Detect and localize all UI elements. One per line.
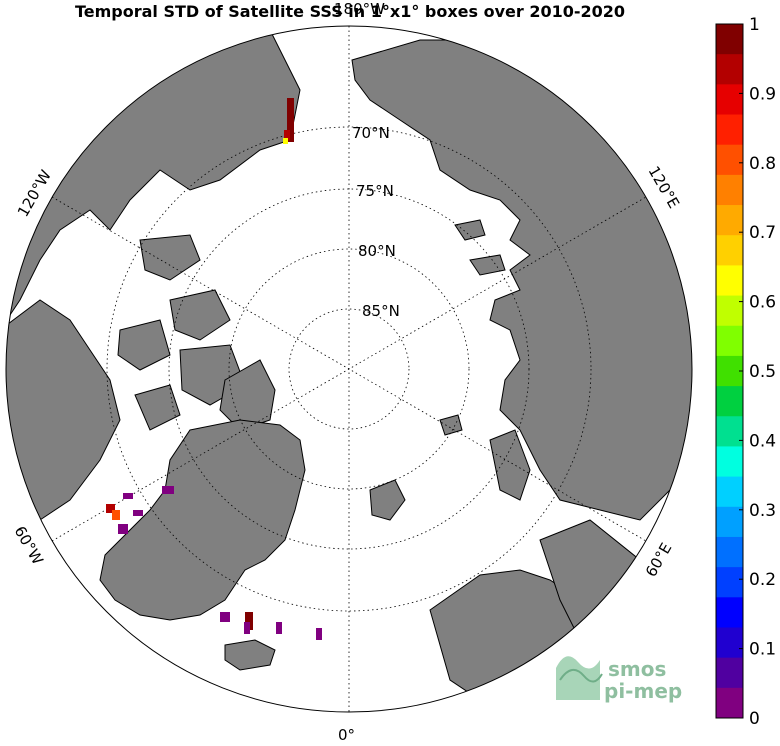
cell-iceland-2 — [245, 612, 253, 630]
lon-label-0: 0° — [338, 726, 355, 744]
colorbar-segment — [716, 597, 743, 628]
cell-iceland-3 — [244, 622, 250, 634]
lat-label-70: 70°N — [352, 124, 390, 142]
land-siberia — [351, 39, 692, 521]
colorbar-segment — [716, 446, 743, 478]
colorbar-segment — [716, 657, 743, 689]
land-greenland — [99, 419, 306, 621]
colorbar-tick-label: 0.2 — [749, 570, 776, 590]
land-island-2 — [169, 289, 231, 341]
cell-bering-1 — [287, 98, 294, 142]
colorbar-tick-label: 1 — [749, 15, 760, 35]
lon-label-180w: 180°W — [334, 0, 385, 18]
graticule — [51, 26, 647, 712]
meridian-120 — [51, 196, 647, 542]
map-title: Temporal STD of Satellite SSS in 1°x1° b… — [74, 2, 626, 21]
cell-norway — [316, 628, 322, 640]
colorbar-segment — [716, 506, 743, 538]
map-boundary — [5, 25, 693, 713]
colorbar-tick-label: 0.6 — [749, 293, 776, 313]
cell-baffin-3 — [118, 524, 128, 534]
lat-circle-80 — [228, 248, 470, 490]
cell-baffin-2 — [112, 510, 120, 520]
cell-baffin-4 — [123, 493, 133, 499]
colorbar — [715, 23, 744, 719]
cell-greenland-ne — [162, 486, 174, 494]
colorbar-segment — [716, 355, 743, 387]
colorbar-tick-label: 0.7 — [749, 223, 776, 243]
colorbar-segment — [716, 174, 743, 206]
colorbar-segment — [716, 627, 743, 659]
cell-bering-3 — [283, 138, 288, 144]
smos-pimep-logo: smos pi-mep — [556, 656, 682, 703]
cell-baffin-1 — [106, 504, 115, 513]
colorbar-segment — [716, 476, 743, 508]
lon-label-60e: 60°E — [642, 540, 676, 580]
logo-line1: smos — [608, 657, 666, 681]
lon-label-60w: 60°W — [11, 523, 47, 568]
std-data-cells — [106, 98, 322, 640]
land-island-3 — [117, 319, 171, 371]
colorbar-tick-label: 0.1 — [749, 640, 776, 660]
land-wrangel — [454, 219, 486, 241]
colorbar-labels: 1 0.9 0.8 0.7 0.6 0.5 0.4 0.3 0.2 0.1 0 — [739, 15, 776, 729]
colorbar-segment — [716, 54, 743, 85]
cell-baffin-5 — [133, 510, 143, 516]
lat-label-85: 85°N — [362, 302, 400, 320]
colorbar-segment — [716, 84, 743, 116]
colorbar-segment — [716, 24, 743, 55]
land-svalbard — [369, 479, 406, 521]
cell-iceland-1 — [220, 612, 230, 622]
logo-waves-icon — [556, 656, 600, 700]
colorbar-segment — [716, 235, 743, 266]
colorbar-segment — [716, 114, 743, 146]
colorbar-segment — [716, 325, 743, 357]
colorbar-segment — [716, 386, 743, 417]
colorbar-segment — [716, 205, 743, 236]
colorbar-segment — [716, 416, 743, 447]
land-island-5 — [134, 384, 181, 431]
land-layer — [6, 26, 692, 712]
lat-circle-70 — [106, 126, 592, 612]
colorbar-tick-label: 0.9 — [749, 84, 776, 104]
lat-circle-85 — [288, 308, 410, 430]
land-ellesmere — [219, 359, 276, 431]
colorbar-segment — [716, 567, 743, 598]
colorbar-segment — [716, 265, 743, 297]
colorbar-segment — [716, 295, 743, 327]
colorbar-tick-label: 0.3 — [749, 501, 776, 521]
land-island-1 — [139, 234, 201, 281]
colorbar-tick-label: 0.5 — [749, 362, 776, 382]
colorbar-tick-label: 0 — [749, 709, 760, 729]
lat-label-80: 80°N — [358, 242, 396, 260]
lat-circle-75 — [168, 188, 530, 550]
cell-bering-2 — [284, 130, 290, 140]
colorbar-tick-label: 0.4 — [749, 431, 776, 451]
lat-label-75: 75°N — [356, 182, 394, 200]
colorbar-segment — [716, 687, 743, 719]
cell-iceland-4 — [276, 622, 282, 634]
colorbar-tick-label: 0.8 — [749, 154, 776, 174]
colorbar-segment — [716, 536, 743, 568]
land-franz-josef — [439, 414, 463, 436]
logo-line2: pi-mep — [604, 679, 682, 703]
colorbar-segment — [716, 144, 743, 176]
land-novaya-zemlya — [489, 429, 531, 501]
land-iceland — [224, 639, 276, 671]
